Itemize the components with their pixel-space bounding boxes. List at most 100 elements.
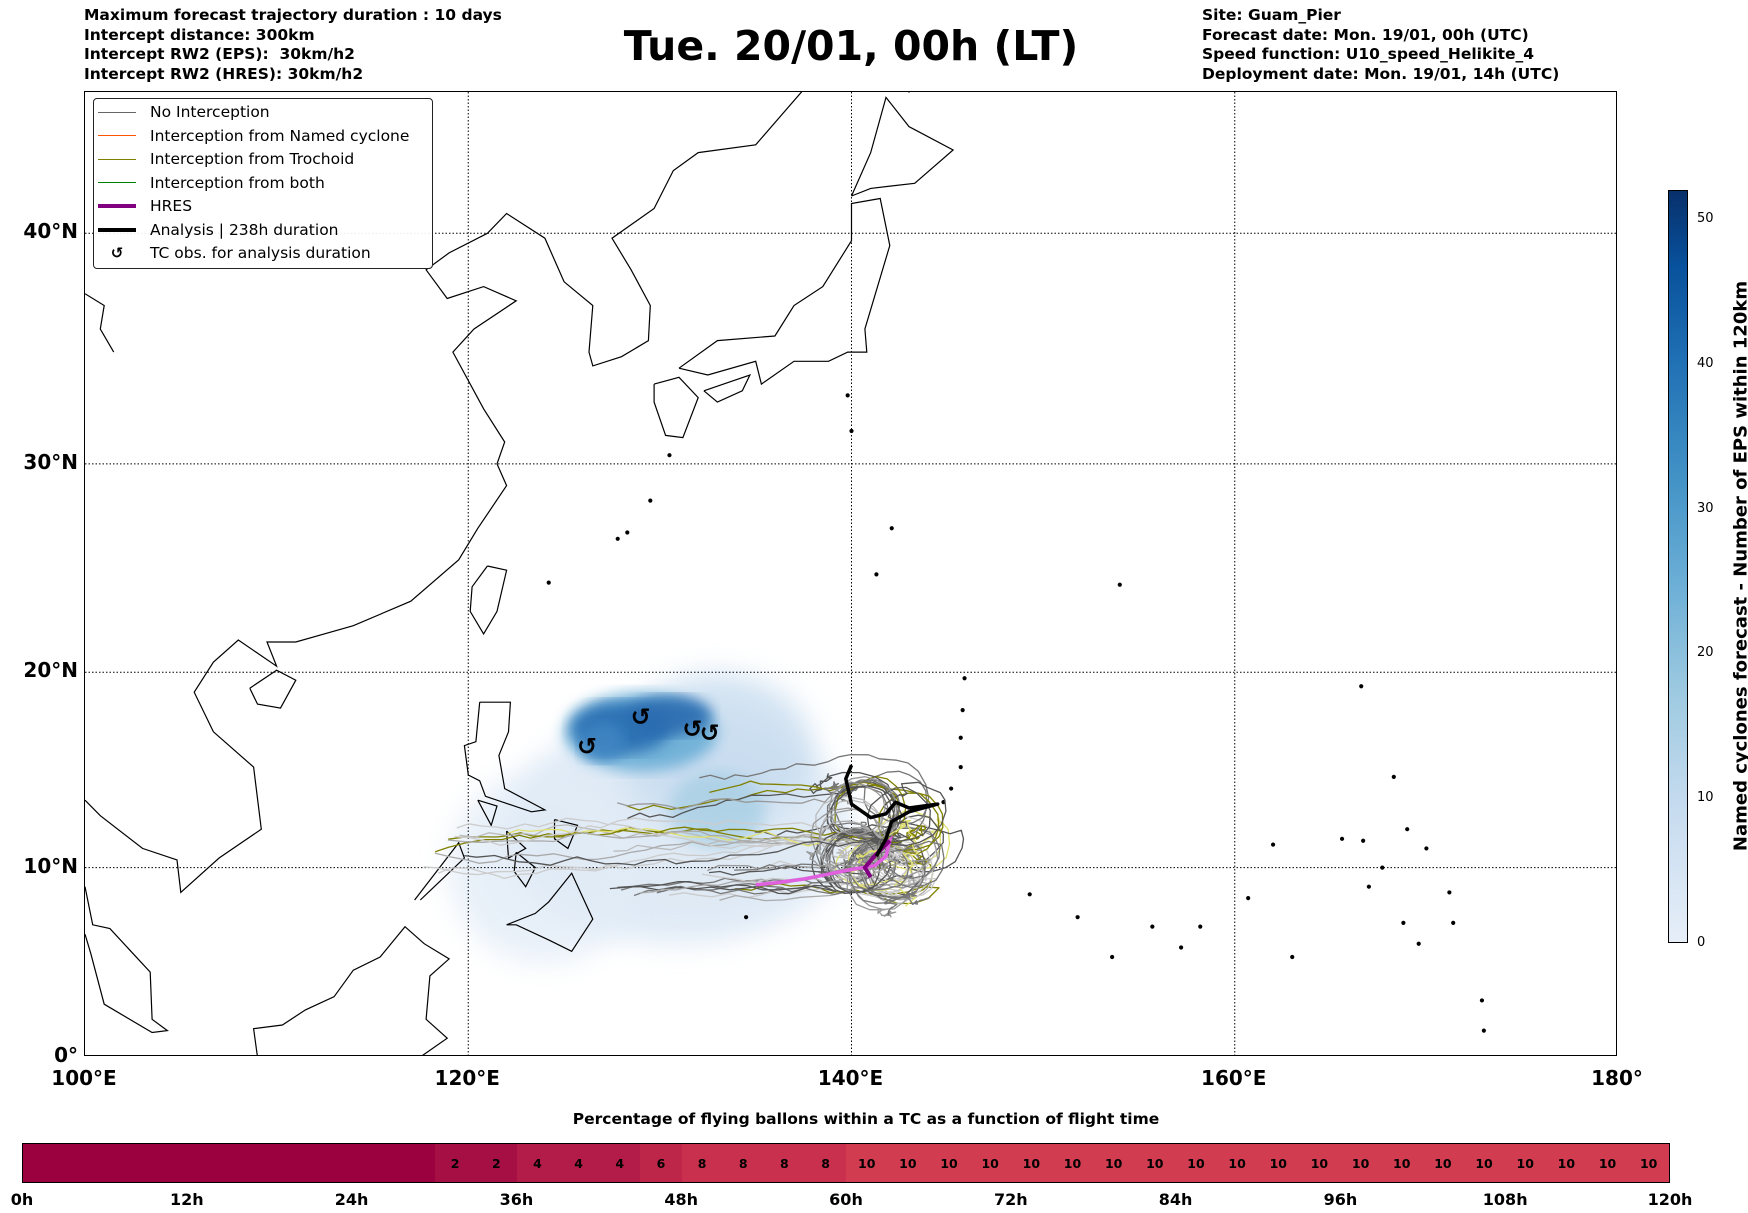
timeline-value: 10 bbox=[1557, 1155, 1576, 1171]
island bbox=[949, 786, 954, 791]
timeline-tick: 0h bbox=[10, 1190, 34, 1209]
timeline-value: 10 bbox=[1146, 1155, 1164, 1171]
legend-swatch bbox=[98, 204, 136, 208]
timeline-cell bbox=[269, 1144, 312, 1182]
site-name: Site: Guam_Pier bbox=[1202, 6, 1341, 24]
legend-label: TC obs. for analysis duration bbox=[150, 244, 371, 262]
coastline bbox=[506, 872, 594, 953]
timeline-cell: 10 bbox=[1504, 1144, 1546, 1182]
coastline bbox=[252, 925, 451, 1055]
timeline-cell: 10 bbox=[1216, 1144, 1258, 1182]
timeline-tick: 24h bbox=[334, 1190, 369, 1209]
colorbar-tick: 0 bbox=[1697, 935, 1706, 950]
legend-item: HRES bbox=[94, 195, 192, 217]
coastline bbox=[486, 92, 803, 367]
timeline-value: 10 bbox=[1022, 1155, 1041, 1171]
timeline-value: 10 bbox=[1310, 1155, 1329, 1171]
timeline-value: 10 bbox=[940, 1155, 958, 1171]
colorbar-tick: 20 bbox=[1697, 645, 1714, 661]
timeline-value: 8 bbox=[697, 1155, 707, 1171]
coastline bbox=[469, 565, 508, 636]
coastline bbox=[414, 841, 466, 901]
colorbar bbox=[1668, 190, 1688, 943]
island bbox=[889, 526, 894, 531]
eps-trajectory bbox=[734, 827, 945, 888]
lat-tick-label: 30°N bbox=[23, 449, 78, 474]
lon-tick-label: 100°E bbox=[51, 1066, 117, 1090]
timeline-cell: 2 bbox=[475, 1144, 517, 1182]
eps-trajectory bbox=[438, 834, 881, 880]
coastline bbox=[678, 197, 891, 386]
lon-tick-label: 180° bbox=[1591, 1066, 1643, 1090]
eps-trajectory bbox=[454, 823, 881, 849]
eps-trajectory bbox=[806, 807, 887, 870]
coastline bbox=[463, 701, 547, 813]
timeline-cell bbox=[187, 1144, 229, 1182]
timeline-cell: 8 bbox=[722, 1144, 764, 1182]
island bbox=[1366, 884, 1371, 889]
island bbox=[1405, 827, 1410, 832]
timeline-cell: 6 bbox=[640, 1144, 682, 1182]
island bbox=[648, 498, 653, 503]
eps-trajectory bbox=[639, 820, 891, 894]
island bbox=[1380, 865, 1385, 870]
timeline-cell: 8 bbox=[681, 1144, 723, 1182]
timeline-value: 2 bbox=[450, 1155, 460, 1171]
island bbox=[958, 765, 963, 770]
timeline-cell: 10 bbox=[1134, 1144, 1176, 1182]
timeline-cell: 10 bbox=[969, 1144, 1011, 1182]
timeline-value: 4 bbox=[615, 1155, 625, 1171]
timeline-tick: 12h bbox=[169, 1190, 204, 1209]
eps-trajectory bbox=[423, 838, 881, 876]
timeline-cell: 10 bbox=[1340, 1144, 1382, 1182]
legend-label: Interception from Trochoid bbox=[150, 150, 355, 168]
legend-label: Interception from Named cyclone bbox=[150, 126, 410, 145]
timeline-value: 10 bbox=[981, 1155, 999, 1171]
tc-obs-icon: ↺ bbox=[700, 719, 720, 747]
timeline-cell bbox=[23, 1144, 65, 1182]
island bbox=[1290, 954, 1295, 960]
island bbox=[1424, 846, 1429, 851]
legend-swatch bbox=[98, 135, 136, 136]
timeline-cell: 10 bbox=[1628, 1144, 1670, 1182]
island bbox=[1150, 924, 1155, 929]
island bbox=[960, 707, 965, 713]
island bbox=[625, 530, 630, 535]
timeline-cell: 10 bbox=[1545, 1144, 1587, 1182]
timeline-value: 10 bbox=[1598, 1155, 1617, 1171]
tc-obs-icon: ↺ bbox=[682, 715, 702, 743]
eps-trajectory bbox=[617, 776, 898, 840]
timeline-cell: 10 bbox=[1381, 1144, 1423, 1182]
density-blob bbox=[579, 722, 626, 762]
timeline-cell: 10 bbox=[1422, 1144, 1464, 1182]
legend-item: Interception from Named cyclone bbox=[94, 125, 409, 147]
island bbox=[615, 536, 620, 541]
lon-tick-label: 140°E bbox=[817, 1066, 884, 1090]
island bbox=[1270, 842, 1276, 847]
timeline-value: 10 bbox=[899, 1155, 917, 1171]
timeline-cell bbox=[393, 1144, 435, 1182]
coastline bbox=[850, 96, 955, 197]
eps-trajectory bbox=[879, 819, 919, 874]
island bbox=[1479, 998, 1485, 1003]
legend-item: Interception from Trochoid bbox=[94, 148, 354, 170]
tc-obs-icon: ↺ bbox=[110, 244, 124, 262]
lat-tick-label: 0° bbox=[54, 1043, 78, 1067]
eps-trajectory bbox=[709, 780, 944, 855]
island bbox=[1359, 684, 1364, 689]
eps-trajectory bbox=[866, 781, 947, 847]
timeline-cell: 10 bbox=[887, 1144, 929, 1182]
timeline-value: 10 bbox=[1269, 1155, 1287, 1171]
island bbox=[546, 580, 551, 585]
timeline-cell: 2 bbox=[434, 1144, 476, 1182]
timeline-cell: 10 bbox=[1010, 1144, 1052, 1182]
timeline-cell: 10 bbox=[846, 1144, 888, 1182]
timeline-value: 10 bbox=[1434, 1155, 1452, 1171]
param-duration: Maximum forecast trajectory duration : 1… bbox=[84, 6, 502, 24]
deployment-date: Deployment date: Mon. 19/01, 14h (UTC) bbox=[1202, 64, 1560, 83]
timeline-cell bbox=[146, 1144, 188, 1182]
density-blob bbox=[627, 696, 712, 736]
lon-tick-label: 160°E bbox=[1201, 1066, 1267, 1090]
timeline-cell: 10 bbox=[928, 1144, 970, 1182]
island bbox=[1246, 896, 1251, 901]
